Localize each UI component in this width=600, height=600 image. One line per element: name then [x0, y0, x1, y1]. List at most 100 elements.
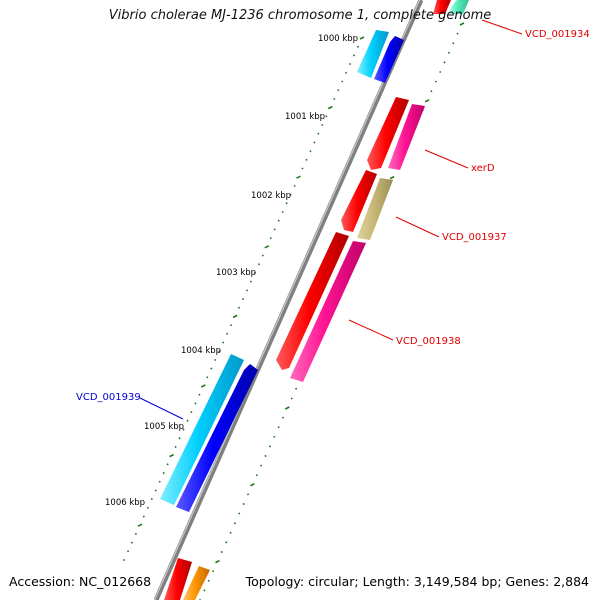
minor-tick [190, 411, 193, 414]
minor-tick [353, 54, 356, 57]
major-tick [327, 105, 333, 110]
tick-label-1003: 1003 kbp [216, 268, 256, 278]
minor-tick [154, 489, 157, 492]
minor-tick [146, 506, 149, 509]
tick-label-1005: 1005 kbp [144, 422, 184, 432]
minor-tick [206, 376, 209, 379]
minor-tick [345, 71, 348, 74]
kbp-ruler: 1000 kbp 1001 kbp 1002 kbp 1003 kbp 1004… [105, 34, 358, 508]
minor-tick [309, 150, 312, 153]
label-vcd-001938: VCD_001938 [396, 336, 461, 347]
minor-tick [264, 454, 267, 458]
gene-red-2 [341, 170, 377, 232]
minor-tick [225, 541, 228, 544]
minor-tick [130, 541, 133, 544]
gene-cyan-vcd-001939 [160, 354, 244, 505]
gene-blue-vcd-001939 [176, 364, 258, 512]
minor-tick [325, 115, 328, 118]
minor-tick [277, 219, 280, 222]
major-tick [359, 36, 365, 40]
minor-tick [289, 193, 292, 196]
minor-tick [261, 254, 264, 257]
minor-tick [443, 61, 446, 64]
minor-tick [142, 515, 145, 518]
minor-tick [212, 570, 215, 573]
minor-tick [305, 158, 308, 161]
major-tick [459, 22, 465, 26]
minor-tick [253, 271, 256, 274]
minor-tick [313, 141, 316, 144]
minor-tick [218, 350, 221, 353]
reverse-genes [160, 30, 404, 512]
label-vcd-001939: VCD_001939 [76, 392, 141, 403]
gene-vcd-001934-partial [433, 0, 451, 14]
major-tick [137, 523, 143, 527]
map-title: Vibrio cholerae MJ-1236 chromosome 1, co… [108, 8, 492, 23]
minor-tick [178, 437, 181, 440]
minor-tick [222, 341, 225, 344]
minor-tick [430, 90, 433, 93]
minor-tick [356, 45, 360, 48]
minor-tick [126, 550, 130, 553]
minor-tick [242, 502, 245, 506]
minor-tick [220, 550, 223, 554]
major-tick [250, 483, 255, 487]
label-leaders [139, 19, 523, 420]
minor-tick [281, 416, 285, 419]
minor-tick [249, 280, 252, 283]
minor-tick [246, 493, 250, 496]
minor-tick [214, 358, 217, 362]
minor-tick [233, 522, 236, 525]
major-tick [424, 99, 430, 103]
minor-tick [134, 532, 137, 535]
minor-tick [255, 474, 258, 477]
minor-tick [245, 289, 249, 292]
gene-red-1 [367, 97, 409, 170]
minor-tick [162, 471, 165, 475]
minor-tick [237, 306, 241, 309]
minor-tick [230, 324, 233, 327]
minor-tick [268, 445, 271, 448]
minor-tick [122, 558, 126, 562]
gene-labels: VCD_001934 xerD VCD_001937 VCD_001938 VC… [76, 29, 590, 403]
major-tick [215, 559, 220, 564]
minor-tick [150, 497, 153, 501]
major-tick [200, 384, 206, 388]
major-tick [232, 314, 238, 319]
major-tick [284, 406, 290, 410]
minor-tick [337, 89, 340, 92]
minor-tick [301, 167, 304, 170]
leader-vcd-001938 [348, 319, 394, 341]
minor-tick [226, 332, 229, 335]
tick-label-1001: 1001 kbp [285, 112, 325, 122]
topology-text: Topology: circular; Length: 3,149,584 bp… [245, 574, 589, 589]
minor-tick [447, 51, 450, 54]
label-vcd-001937: VCD_001937 [442, 232, 507, 243]
minor-tick [434, 80, 437, 83]
major-tick [296, 175, 301, 179]
major-tick [264, 245, 270, 249]
minor-tick [333, 97, 336, 101]
gene-orange-bottom [183, 566, 210, 600]
minor-tick [295, 387, 298, 390]
minor-tick [158, 480, 161, 483]
label-vcd-001934: VCD_001934 [525, 29, 590, 40]
minor-tick [174, 445, 177, 448]
minor-tick [260, 464, 263, 467]
tick-ring-inner [122, 36, 365, 562]
minor-tick [277, 426, 280, 429]
minor-tick [238, 512, 241, 515]
minor-tick [439, 70, 442, 74]
gene-blue-top [374, 36, 404, 83]
gene-vcd-001937 [357, 178, 393, 240]
genome-backbone [153, 0, 424, 600]
minor-tick [257, 263, 260, 266]
minor-tick [203, 589, 206, 592]
minor-tick [452, 42, 455, 45]
minor-tick [166, 463, 169, 466]
gene-red-bottom [164, 558, 192, 600]
major-tick [389, 175, 395, 180]
minor-tick [285, 202, 288, 205]
gene-vcd-001938 [290, 241, 366, 382]
